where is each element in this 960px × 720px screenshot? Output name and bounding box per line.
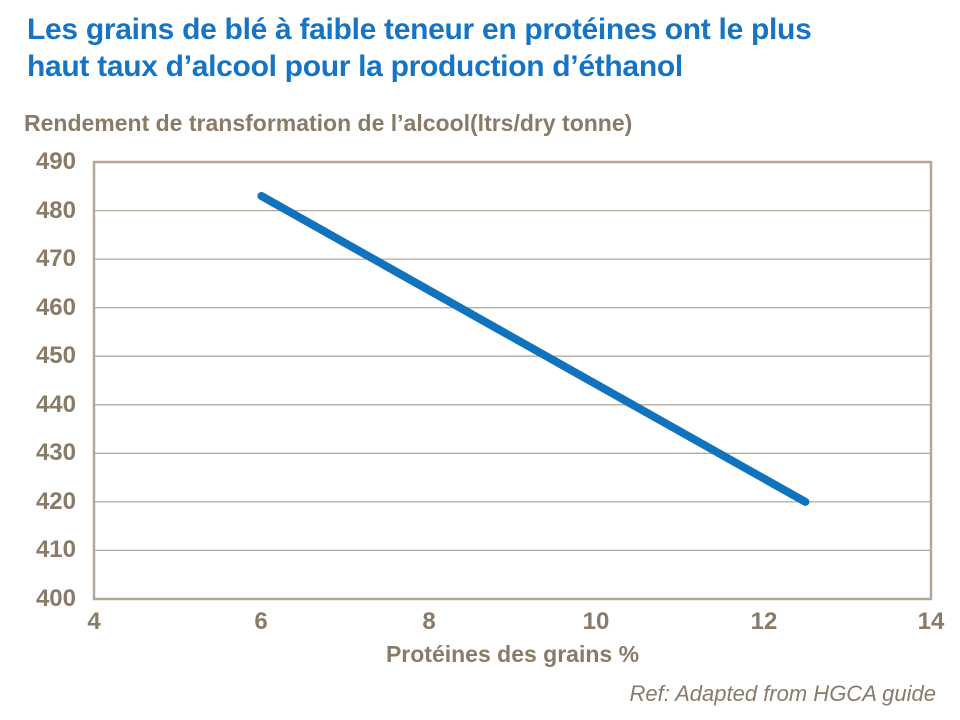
y-axis-tick-label: 470	[35, 245, 76, 272]
data-line	[257, 192, 810, 506]
x-axis-tick-label: 10	[582, 608, 610, 635]
plot-border	[92, 160, 933, 601]
chart-headline-line-1: Les grains de blé à faible teneur en pro…	[27, 13, 812, 46]
x-axis-tick-label: 6	[254, 608, 268, 635]
x-axis-tick-label: 8	[422, 608, 436, 635]
source-reference: Ref: Adapted from HGCA guide	[629, 681, 936, 706]
y-axis-tick-label: 450	[35, 342, 76, 369]
y-axis-tick-label: 420	[35, 488, 76, 515]
chart-headline: Les grains de blé à faible teneur en pro…	[27, 11, 943, 85]
y-axis-tick-label: 460	[35, 294, 76, 321]
y-axis-tick-label: 480	[35, 197, 76, 224]
y-axis-tick-label: 430	[35, 439, 76, 466]
x-axis-tick-label: 14	[917, 608, 945, 635]
y-axis-tick-label: 490	[35, 148, 76, 175]
y-axis-tick-label: 410	[35, 536, 76, 563]
y-axis-tick-label: 440	[35, 391, 76, 418]
chart-headline-line-2: haut taux d’alcool pour la production d’…	[27, 50, 683, 83]
x-axis-label: Protéines des grains %	[385, 641, 640, 667]
y-axis-tick-label: 400	[35, 585, 76, 612]
x-axis-tick-label: 4	[87, 608, 101, 635]
x-axis-tick-label: 12	[750, 608, 778, 635]
y-axis-units-title: Rendement de transformation de l’alcool(…	[24, 110, 633, 136]
